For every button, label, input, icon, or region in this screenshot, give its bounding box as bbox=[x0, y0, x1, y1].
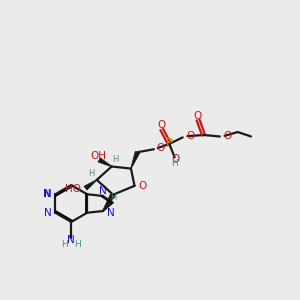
Text: O: O bbox=[194, 111, 202, 121]
Polygon shape bbox=[103, 193, 116, 211]
Text: O: O bbox=[157, 143, 165, 153]
Text: N: N bbox=[44, 189, 52, 199]
Text: O: O bbox=[171, 154, 179, 164]
Text: H: H bbox=[88, 169, 94, 178]
Text: OH: OH bbox=[90, 151, 106, 161]
Text: N: N bbox=[44, 189, 51, 199]
Text: O: O bbox=[224, 131, 232, 141]
Text: H: H bbox=[110, 193, 116, 202]
Text: N: N bbox=[107, 208, 115, 218]
Text: H: H bbox=[112, 155, 119, 164]
Polygon shape bbox=[98, 158, 112, 167]
Text: O: O bbox=[157, 121, 165, 130]
Text: O: O bbox=[186, 131, 194, 141]
Text: H: H bbox=[61, 240, 68, 249]
Text: P: P bbox=[166, 137, 173, 150]
Text: O: O bbox=[139, 181, 147, 191]
Polygon shape bbox=[131, 151, 140, 169]
Text: H: H bbox=[171, 159, 178, 168]
Text: HO: HO bbox=[65, 184, 81, 194]
Polygon shape bbox=[84, 180, 97, 190]
Text: N: N bbox=[99, 186, 106, 196]
Text: H: H bbox=[74, 240, 81, 249]
Text: N: N bbox=[44, 208, 52, 218]
Text: N: N bbox=[68, 235, 75, 245]
